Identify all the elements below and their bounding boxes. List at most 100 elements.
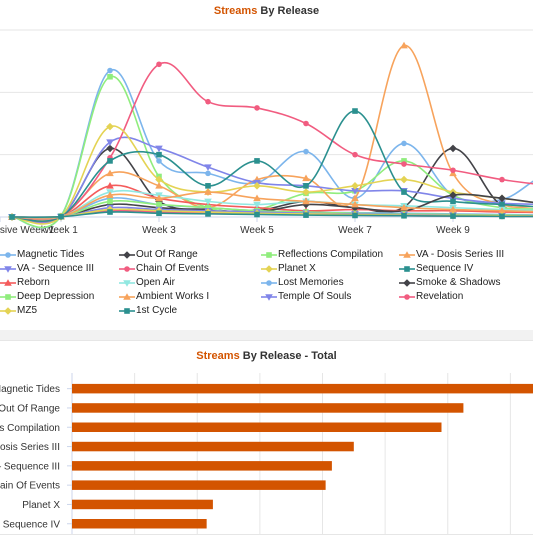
data-point[interactable] (400, 203, 408, 211)
data-point[interactable] (401, 161, 407, 167)
data-point[interactable] (351, 182, 359, 190)
data-point[interactable] (401, 158, 407, 164)
legend-marker-shape[interactable] (404, 266, 410, 272)
data-point[interactable] (254, 211, 260, 218)
data-point[interactable] (106, 191, 114, 198)
bar[interactable] (72, 480, 326, 490)
data-point[interactable] (107, 198, 113, 205)
data-point[interactable] (450, 167, 456, 174)
legend-marker-shape[interactable] (266, 252, 272, 258)
data-point[interactable] (156, 61, 162, 68)
data-point[interactable] (254, 158, 260, 164)
data-point[interactable] (253, 182, 261, 190)
data-point[interactable] (302, 200, 310, 209)
data-point[interactable] (450, 198, 456, 205)
data-point[interactable] (156, 210, 162, 217)
data-point[interactable] (106, 182, 114, 189)
legend-marker-shape[interactable] (4, 279, 12, 286)
legend-marker-shape[interactable] (4, 266, 12, 273)
data-point[interactable] (450, 213, 456, 219)
data-point[interactable] (106, 169, 114, 177)
data-point[interactable] (401, 140, 407, 147)
data-point[interactable] (106, 122, 114, 131)
data-point[interactable] (352, 212, 358, 219)
data-point[interactable] (156, 151, 162, 158)
data-point[interactable] (106, 139, 114, 146)
data-point[interactable] (303, 148, 309, 155)
data-point[interactable] (400, 175, 408, 184)
data-point[interactable] (401, 189, 407, 195)
bar[interactable] (72, 499, 213, 510)
data-point[interactable] (303, 212, 309, 218)
data-point[interactable] (204, 198, 212, 206)
data-point[interactable] (155, 182, 163, 189)
data-point[interactable] (499, 201, 505, 208)
legend-marker-shape[interactable] (403, 279, 411, 287)
line-chart-title-rest: By Release (257, 5, 320, 17)
data-point[interactable] (302, 188, 310, 196)
data-point[interactable] (58, 213, 64, 220)
bar[interactable] (72, 461, 332, 471)
data-point[interactable] (303, 183, 309, 189)
data-point[interactable] (107, 158, 113, 164)
legend-marker-shape[interactable] (123, 293, 131, 300)
data-point[interactable] (352, 108, 358, 114)
data-point[interactable] (499, 176, 505, 183)
line-chart-title-accent: Streams (213, 5, 258, 17)
bar[interactable] (72, 519, 207, 529)
data-point[interactable] (205, 204, 211, 211)
data-point[interactable] (302, 197, 310, 205)
data-point[interactable] (498, 206, 506, 214)
legend-marker-shape[interactable] (266, 280, 272, 286)
data-point[interactable] (498, 194, 506, 203)
data-point[interactable] (351, 194, 359, 202)
bar[interactable] (72, 441, 354, 452)
legend-marker-shape[interactable] (265, 265, 273, 273)
data-point[interactable] (9, 214, 15, 220)
bar[interactable] (72, 383, 533, 394)
data-point[interactable] (449, 144, 457, 153)
data-point[interactable] (205, 211, 211, 217)
data-point[interactable] (107, 73, 113, 80)
data-point[interactable] (400, 41, 408, 49)
data-point[interactable] (155, 194, 163, 202)
data-point[interactable] (155, 145, 163, 153)
data-point[interactable] (107, 67, 113, 74)
data-point[interactable] (499, 213, 505, 220)
legend-marker-shape[interactable] (265, 294, 273, 301)
bar[interactable] (72, 422, 442, 433)
data-point[interactable] (205, 170, 211, 177)
legend-marker-shape[interactable] (124, 266, 130, 272)
data-point[interactable] (303, 120, 309, 127)
data-point[interactable] (449, 205, 457, 213)
data-point[interactable] (106, 144, 114, 153)
series-line[interactable] (11, 75, 533, 229)
bar[interactable] (72, 403, 464, 413)
data-point[interactable] (155, 175, 163, 184)
legend-marker-shape[interactable] (123, 251, 131, 259)
legend-marker-shape[interactable] (5, 252, 11, 258)
legend-marker-shape[interactable] (404, 294, 410, 300)
data-point[interactable] (204, 164, 212, 171)
data-point[interactable] (205, 98, 211, 105)
data-point[interactable] (253, 194, 261, 202)
data-point[interactable] (204, 188, 212, 195)
data-point[interactable] (156, 201, 162, 208)
data-point[interactable] (401, 212, 407, 219)
data-point[interactable] (302, 174, 310, 182)
legend-marker-shape[interactable] (5, 294, 11, 300)
data-point[interactable] (351, 188, 359, 195)
legend-marker-shape[interactable] (403, 251, 411, 258)
legend-marker-shape[interactable] (4, 307, 12, 315)
data-point[interactable] (351, 200, 359, 208)
legend-marker-shape[interactable] (124, 308, 130, 314)
data-point[interactable] (449, 191, 457, 199)
data-point[interactable] (107, 209, 113, 215)
legend-marker-icon (119, 280, 135, 287)
data-point[interactable] (253, 201, 261, 209)
legend-marker-shape[interactable] (123, 280, 131, 287)
data-point[interactable] (156, 158, 162, 164)
data-point[interactable] (254, 105, 260, 111)
data-point[interactable] (205, 183, 211, 189)
data-point[interactable] (352, 151, 358, 158)
